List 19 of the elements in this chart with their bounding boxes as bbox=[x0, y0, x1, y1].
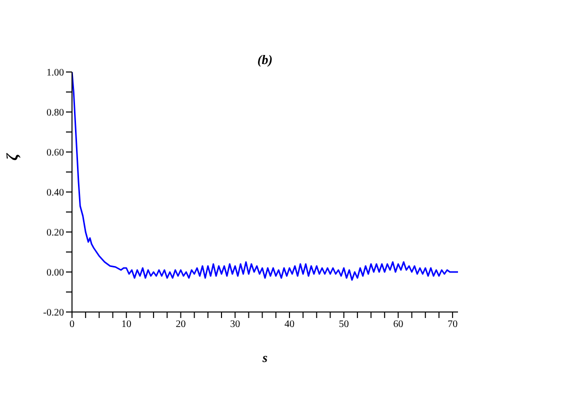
y-axis-title: ζ bbox=[4, 153, 23, 161]
x-tick-label: 50 bbox=[338, 319, 349, 330]
x-tick-label: 0 bbox=[70, 319, 74, 330]
x-tick-label: 70 bbox=[448, 319, 458, 330]
y-tick-label: 0.20 bbox=[46, 228, 64, 239]
x-tick-label: 10 bbox=[121, 319, 132, 330]
x-tick-label: 40 bbox=[284, 319, 294, 330]
chart-title: (b) bbox=[256, 52, 274, 68]
x-tick-label: 20 bbox=[176, 319, 186, 330]
y-tick-label: -0.20 bbox=[43, 308, 64, 319]
x-axis-title: s bbox=[261, 350, 269, 366]
y-tick-label: 0.40 bbox=[46, 188, 64, 199]
y-tick-label: 1.00 bbox=[46, 68, 64, 79]
y-tick-label: 0.00 bbox=[46, 268, 64, 279]
line-series bbox=[72, 72, 458, 281]
y-tick-label: 0.60 bbox=[46, 148, 64, 159]
x-tick-label: 60 bbox=[393, 319, 404, 330]
x-tick-label: 30 bbox=[230, 319, 240, 330]
y-tick-label: 0.80 bbox=[46, 108, 64, 119]
